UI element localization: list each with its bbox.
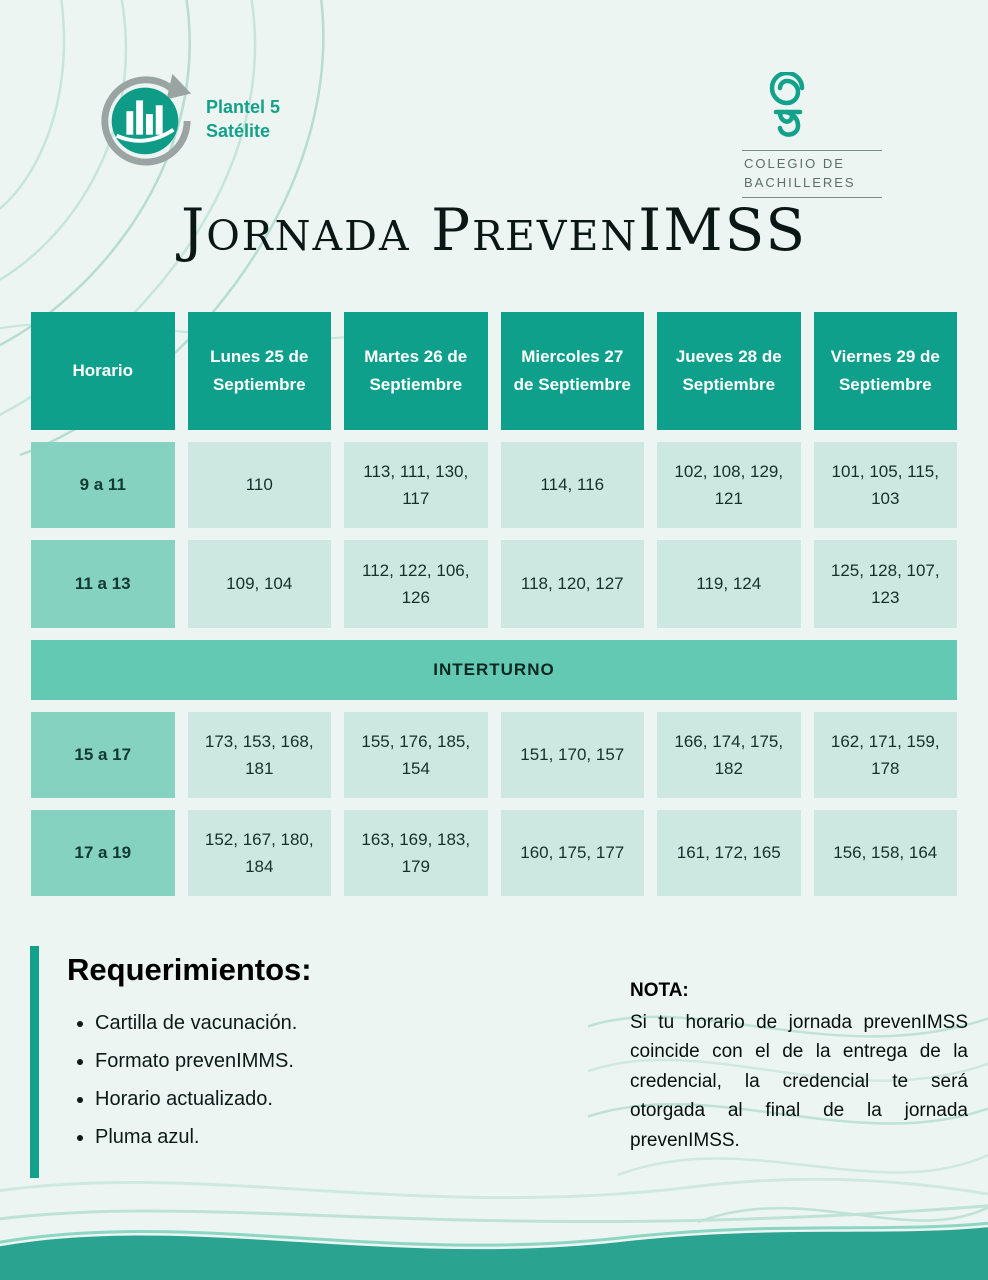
requirements-list: Cartilla de vacunación. Formato prevenIM… (95, 1012, 470, 1149)
schedule-cell: 102, 108, 129, 121 (657, 442, 801, 528)
page-title: Jornada PrevenIMSS (180, 196, 808, 264)
colegio-name: COLEGIO DE BACHILLERES (742, 150, 882, 198)
plantel-name-line2: Satélite (206, 121, 271, 141)
colegio-logo-icon (769, 72, 805, 137)
colegio-name-line1: COLEGIO DE (744, 156, 845, 171)
schedule-cell: 114, 116 (500, 442, 644, 528)
schedule-cell: 155, 176, 185, 154 (344, 712, 488, 798)
time-cell: 11 a 13 (31, 540, 175, 628)
colegio-de-bachilleres-logo: COLEGIO DE BACHILLERES (742, 72, 892, 198)
schedule-cell: 163, 169, 183, 179 (344, 810, 488, 896)
schedule-cell: 152, 167, 180, 184 (187, 810, 331, 896)
schedule-cell: 109, 104 (187, 540, 331, 628)
requirement-item: Cartilla de vacunación. (95, 1012, 470, 1035)
plantel-name-line1: Plantel 5 (206, 96, 281, 117)
schedule-cell: 173, 153, 168, 181 (187, 712, 331, 798)
schedule-cell: 101, 105, 115, 103 (813, 442, 957, 528)
requirements-title: Requerimientos: (67, 952, 312, 987)
schedule-cell: 156, 158, 164 (813, 810, 957, 896)
schedule-cell: 162, 171, 159, 178 (813, 712, 957, 798)
schedule-cell: 113, 111, 130, 117 (344, 442, 488, 528)
time-cell: 17 a 19 (31, 810, 175, 896)
schedule-cell: 125, 128, 107, 123 (813, 540, 957, 628)
requirement-item: Pluma azul. (95, 1126, 470, 1149)
schedule-cell: 161, 172, 165 (657, 810, 801, 896)
plantel-logo: Plantel 5 Satélite (96, 70, 280, 168)
schedule-cell: 160, 175, 177 (500, 810, 644, 896)
note-text: Si tu horario de jornada prevenIMSS coin… (630, 1012, 968, 1151)
note-section: NOTA: Si tu horario de jornada prevenIMS… (630, 980, 968, 1155)
header-cell-horario: Horario (31, 312, 175, 430)
time-cell: 15 a 17 (31, 712, 175, 798)
schedule-table: Horario Lunes 25 de Septiembre Martes 26… (31, 312, 957, 896)
requirements-section: Requerimientos: Cartilla de vacunación. … (30, 946, 470, 1178)
colegio-name-line2: BACHILLERES (744, 174, 856, 190)
header-cell-martes: Martes 26 de Septiembre (344, 312, 488, 430)
schedule-cell: 151, 170, 157 (500, 712, 644, 798)
interturno-banner: INTERTURNO (31, 640, 957, 700)
requirement-item: Formato prevenIMMS. (95, 1050, 470, 1073)
schedule-cell: 112, 122, 106, 126 (344, 540, 488, 628)
schedule-cell: 110 (187, 442, 331, 528)
plantel-name: Plantel 5 Satélite (206, 95, 280, 144)
schedule-cell: 119, 124 (657, 540, 801, 628)
header-cell-lunes: Lunes 25 de Septiembre (187, 312, 331, 430)
plantel-logo-icon (101, 73, 192, 166)
header-cell-jueves: Jueves 28 de Septiembre (657, 312, 801, 430)
header-cell-viernes: Viernes 29 de Septiembre (813, 312, 957, 430)
note-title: NOTA: (630, 980, 689, 1001)
header-cell-miercoles: Miercoles 27 de Septiembre (500, 312, 644, 430)
requirement-item: Horario actualizado. (95, 1088, 470, 1111)
time-cell: 9 a 11 (31, 442, 175, 528)
schedule-cell: 166, 174, 175, 182 (657, 712, 801, 798)
schedule-cell: 118, 120, 127 (500, 540, 644, 628)
